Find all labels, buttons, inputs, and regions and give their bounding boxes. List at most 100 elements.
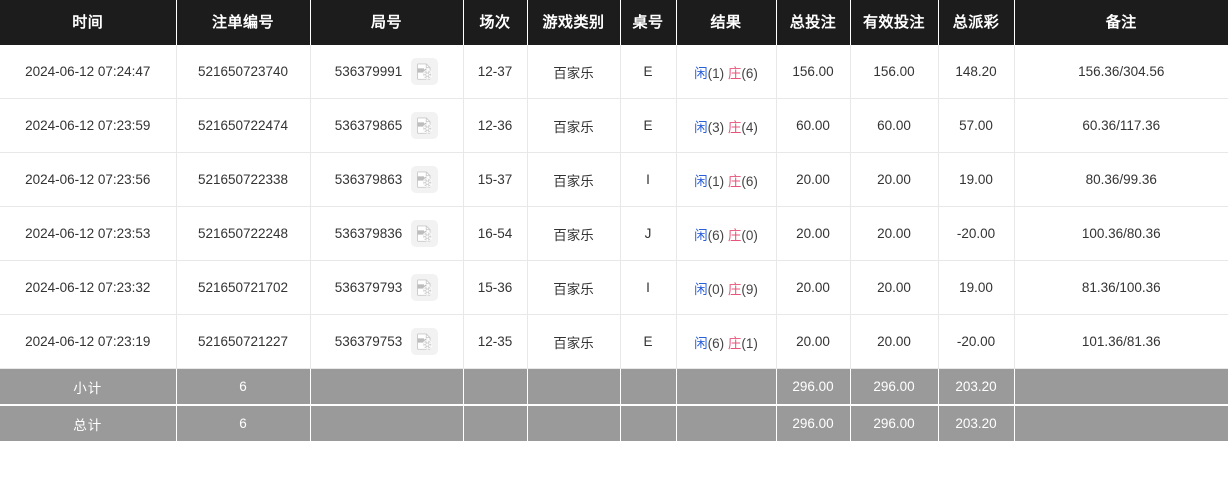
result-player-value: (6) — [707, 335, 725, 351]
column-header-valid-bet[interactable]: 有效投注 — [850, 0, 939, 45]
summary-total-bet: 296.00 — [776, 368, 851, 406]
summary-total-payout: 203.20 — [938, 368, 1015, 406]
cell-game-type: 百家乐 — [527, 260, 621, 315]
cell-remark: 100.36/80.36 — [1014, 206, 1228, 261]
summary-remark — [1014, 368, 1228, 406]
cell-order-no: 521650722338 — [176, 152, 311, 207]
result-player-label: 闲 — [694, 227, 708, 243]
result-banker-value: (1) — [741, 335, 758, 351]
column-header-game-type[interactable]: 游戏类别 — [527, 0, 621, 45]
result-banker-label: 庄 — [724, 173, 742, 189]
cell-order-no: 521650722248 — [176, 206, 311, 261]
cell-total-bet[interactable]: 20.00 — [776, 314, 851, 369]
cell-result: 闲(0) 庄(9) — [676, 260, 777, 315]
cell-table-no: I — [620, 152, 677, 207]
cell-total-bet[interactable]: 20.00 — [776, 152, 851, 207]
cell-session: 15-36 — [463, 260, 528, 315]
cell-total-bet[interactable]: 20.00 — [776, 260, 851, 315]
cell-valid-bet: 156.00 — [850, 45, 939, 99]
cell-time: 2024-06-12 07:23:59 — [0, 98, 177, 153]
column-header-total-payout[interactable]: 总派彩 — [938, 0, 1015, 45]
cell-total-payout: -20.00 — [938, 206, 1015, 261]
table-row[interactable]: 2024-06-12 07:23:32 521650721702 536379793… — [0, 260, 1228, 315]
cell-result: 闲(1) 庄(6) — [676, 45, 777, 99]
cell-valid-bet: 20.00 — [850, 314, 939, 369]
betting-records-table: 时间 注单编号 局号 场次 游戏类别 桌号 结果 总投注 有效投注 总派彩 备注… — [0, 0, 1228, 441]
result-player-label: 闲 — [694, 65, 708, 81]
column-header-order-no[interactable]: 注单编号 — [176, 0, 311, 45]
cell-time: 2024-06-12 07:23:19 — [0, 314, 177, 369]
cell-time: 2024-06-12 07:23:56 — [0, 152, 177, 207]
cell-table-no: E — [620, 45, 677, 99]
result-banker-value: (4) — [741, 119, 758, 135]
table-header: 时间 注单编号 局号 场次 游戏类别 桌号 结果 总投注 有效投注 总派彩 备注 — [0, 0, 1228, 45]
table-body: 2024-06-12 07:24:47 521650723740 536379991… — [0, 45, 1228, 441]
cell-order-no: 521650722474 — [176, 98, 311, 153]
column-header-total-bet[interactable]: 总投注 — [776, 0, 851, 45]
cell-round-no: 536379991 — [310, 45, 464, 99]
column-header-time[interactable]: 时间 — [0, 0, 177, 45]
cell-time: 2024-06-12 07:23:32 — [0, 260, 177, 315]
summary-session — [463, 405, 528, 441]
column-header-remark[interactable]: 备注 — [1014, 0, 1228, 45]
cell-total-bet[interactable]: 60.00 — [776, 98, 851, 153]
round-number-text: 536379865 — [334, 118, 403, 133]
cell-table-no: I — [620, 260, 677, 315]
result-banker-value: (9) — [741, 281, 758, 297]
cell-total-bet[interactable]: 156.00 — [776, 45, 851, 99]
cell-session: 15-37 — [463, 152, 528, 207]
round-number-text: 536379863 — [334, 172, 403, 187]
betting-records-table-container: 时间 注单编号 局号 场次 游戏类别 桌号 结果 总投注 有效投注 总派彩 备注… — [0, 0, 1228, 441]
cell-game-type: 百家乐 — [527, 45, 621, 99]
table-row[interactable]: 2024-06-12 07:23:19 521650721227 536379753… — [0, 314, 1228, 369]
cell-total-bet[interactable]: 20.00 — [776, 206, 851, 261]
result-player-label: 闲 — [694, 281, 708, 297]
round-cell-content: 536379865 — [317, 112, 457, 139]
summary-valid-bet: 296.00 — [850, 368, 939, 406]
cell-round-no: 536379836 — [310, 206, 464, 261]
video-file-icon[interactable] — [411, 112, 439, 139]
summary-game-type — [527, 368, 621, 406]
result-player-value: (6) — [707, 227, 725, 243]
result-player-value: (0) — [707, 281, 725, 297]
video-file-icon[interactable] — [411, 58, 439, 85]
result-banker-label: 庄 — [724, 119, 742, 135]
cell-total-payout: 19.00 — [938, 152, 1015, 207]
summary-count: 6 — [176, 368, 311, 406]
result-player-value: (1) — [707, 65, 725, 81]
video-file-icon[interactable] — [411, 166, 439, 193]
column-header-round-no[interactable]: 局号 — [310, 0, 464, 45]
video-file-icon[interactable] — [411, 328, 439, 355]
table-row[interactable]: 2024-06-12 07:23:53 521650722248 536379836… — [0, 206, 1228, 261]
round-number-text: 536379836 — [334, 226, 403, 241]
column-header-table-no[interactable]: 桌号 — [620, 0, 677, 45]
cell-time: 2024-06-12 07:24:47 — [0, 45, 177, 99]
round-cell-content: 536379991 — [317, 58, 457, 85]
table-row[interactable]: 2024-06-12 07:23:59 521650722474 536379865… — [0, 98, 1228, 153]
summary-row: 总计 6 296.00 296.00 203.20 — [0, 405, 1228, 441]
cell-valid-bet: 20.00 — [850, 206, 939, 261]
summary-round-no — [310, 405, 464, 441]
cell-session: 16-54 — [463, 206, 528, 261]
summary-result — [676, 368, 777, 406]
result-player-value: (1) — [707, 173, 725, 189]
result-player-label: 闲 — [694, 335, 708, 351]
cell-table-no: E — [620, 98, 677, 153]
cell-round-no: 536379753 — [310, 314, 464, 369]
result-player-value: (3) — [707, 119, 725, 135]
column-header-result[interactable]: 结果 — [676, 0, 777, 45]
cell-game-type: 百家乐 — [527, 98, 621, 153]
cell-result: 闲(6) 庄(1) — [676, 314, 777, 369]
summary-table-no — [620, 368, 677, 406]
video-file-icon[interactable] — [411, 220, 439, 247]
video-file-icon[interactable] — [411, 274, 439, 301]
result-banker-label: 庄 — [724, 281, 742, 297]
table-row[interactable]: 2024-06-12 07:24:47 521650723740 536379991… — [0, 45, 1228, 99]
cell-remark: 80.36/99.36 — [1014, 152, 1228, 207]
table-row[interactable]: 2024-06-12 07:23:56 521650722338 536379863… — [0, 152, 1228, 207]
cell-game-type: 百家乐 — [527, 152, 621, 207]
summary-label: 小计 — [0, 368, 177, 406]
summary-valid-bet: 296.00 — [850, 405, 939, 441]
column-header-session[interactable]: 场次 — [463, 0, 528, 45]
result-banker-value: (6) — [741, 173, 758, 189]
